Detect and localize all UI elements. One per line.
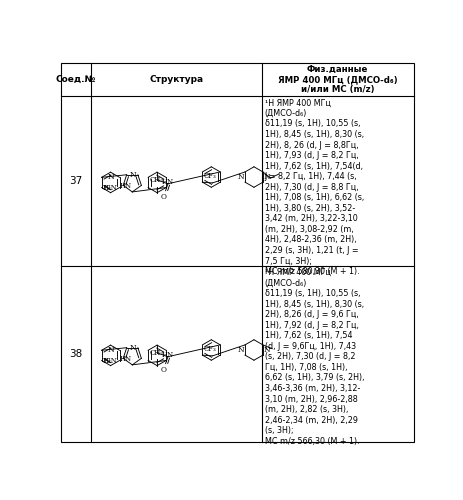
Text: N: N [107, 173, 114, 181]
Text: O: O [161, 193, 167, 201]
Text: ¹Н ЯМР 400 МГц
(ДМСО-d₆)
δ11,19 (s, 1H), 10,55 (s,
1H), 8,45 (s, 1H), 8,30 (s,
2: ¹Н ЯМР 400 МГц (ДМСО-d₆) δ11,19 (s, 1H),… [265, 268, 364, 446]
Text: Физ.данные
ЯМР 400 МГц (ДМСО-d₆)
и/или МС (m/z): Физ.данные ЯМР 400 МГц (ДМСО-d₆) и/или М… [278, 64, 398, 94]
Text: N: N [130, 344, 136, 351]
Text: N: N [103, 184, 110, 192]
Text: N: N [238, 174, 244, 182]
Text: CH₃: CH₃ [150, 176, 164, 184]
Text: ¹Н ЯМР 400 МГц
(ДМСО-d₆)
δ11,19 (s, 1H), 10,55 (s,
1H), 8,45 (s, 1H), 8,30 (s,
2: ¹Н ЯМР 400 МГц (ДМСО-d₆) δ11,19 (s, 1H),… [265, 98, 364, 276]
Text: H₂N: H₂N [102, 356, 117, 364]
Text: CF₃: CF₃ [204, 345, 217, 353]
Text: N: N [263, 346, 270, 354]
Text: N: N [130, 171, 136, 179]
Text: Структура: Структура [150, 75, 204, 84]
Text: N: N [263, 172, 270, 180]
Text: N: N [103, 356, 110, 364]
Text: Соед.№: Соед.№ [56, 75, 96, 84]
Text: N: N [238, 346, 244, 354]
Text: HN: HN [162, 178, 174, 186]
Text: HN: HN [162, 351, 174, 359]
Text: 37: 37 [69, 176, 82, 186]
Text: N: N [107, 346, 114, 354]
Text: HN: HN [119, 354, 131, 362]
Text: HN: HN [119, 182, 131, 190]
Text: 38: 38 [69, 349, 82, 359]
Text: O: O [161, 366, 167, 374]
Text: CH₃: CH₃ [150, 349, 164, 357]
Text: CF₃: CF₃ [204, 172, 217, 180]
Text: H₂N: H₂N [102, 184, 117, 192]
